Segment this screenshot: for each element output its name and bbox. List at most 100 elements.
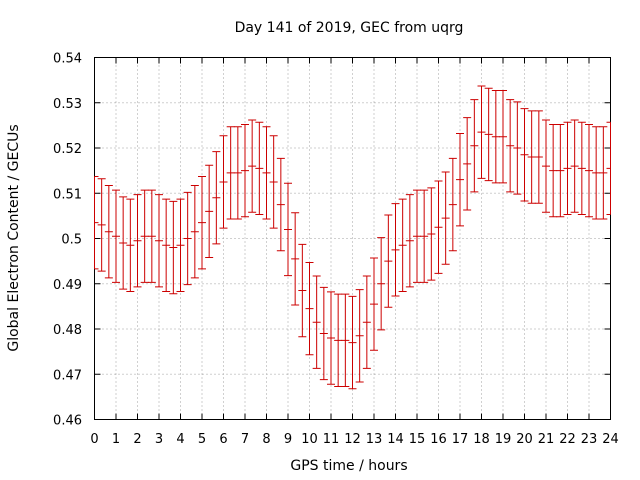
error-bar-mark — [398, 198, 407, 292]
y-tick-label: 0.53 — [53, 97, 82, 112]
error-bar-mark — [205, 164, 214, 259]
error-bar — [233, 126, 242, 220]
error-bar — [348, 295, 357, 390]
error-bar-mark — [97, 178, 106, 272]
y-tick-labels: 0.46 0.47 0.48 0.49 0.5 0.51 0.52 0.53 0.54 — [53, 52, 82, 429]
error-bar-mark — [606, 121, 611, 216]
error-bar-mark — [341, 293, 350, 387]
error-bar-mark — [276, 157, 285, 252]
error-bar-mark — [212, 151, 221, 245]
error-bar — [470, 99, 479, 193]
error-bar-mark — [427, 187, 436, 281]
error-bar — [405, 194, 414, 288]
error-bar-mark — [448, 157, 457, 252]
error-bar-mark — [140, 189, 149, 283]
x-tick-label: 9 — [284, 432, 292, 447]
error-bar-mark — [556, 123, 565, 218]
error-bar-mark — [298, 243, 307, 338]
error-bar-mark — [348, 295, 357, 390]
x-tick-label: 12 — [344, 432, 361, 447]
error-bar-mark — [456, 133, 464, 227]
error-bar — [133, 194, 142, 288]
error-bar — [456, 133, 464, 227]
error-bar — [413, 189, 421, 283]
error-bar — [255, 121, 264, 216]
error-bar — [212, 151, 221, 245]
y-axis-title: Global Electron Content / GECUs — [6, 124, 22, 351]
x-tick-label: 15 — [409, 432, 426, 447]
error-bar — [585, 123, 593, 218]
error-bar — [606, 121, 611, 216]
error-bar-mark — [384, 214, 393, 308]
x-tick-label: 23 — [581, 432, 598, 447]
x-tick-label: 0 — [90, 432, 98, 447]
x-tick-label: 8 — [262, 432, 270, 447]
error-bar — [441, 171, 450, 265]
error-bar-mark — [327, 291, 335, 385]
x-tick-label: 20 — [516, 432, 533, 447]
x-tick-label: 17 — [452, 432, 469, 447]
error-bar — [327, 291, 335, 385]
error-bar-mark — [441, 171, 450, 265]
error-bar-mark — [377, 237, 386, 331]
error-bar — [427, 187, 436, 281]
x-tick-label: 7 — [241, 432, 249, 447]
x-tick-labels: 0 1 2 3 4 5 6 7 8 9 10 11 12 13 14 15 16 17 18 19 20 21 22 23 24 — [90, 432, 618, 447]
error-bar — [97, 178, 106, 272]
error-bar-mark — [133, 194, 142, 288]
x-tick-label: 16 — [430, 432, 447, 447]
x-tick-label: 5 — [198, 432, 206, 447]
error-bar — [542, 119, 550, 213]
error-bar-mark — [470, 99, 479, 193]
error-bar-mark — [147, 189, 156, 283]
error-bar — [241, 123, 249, 218]
error-bar-mark — [291, 212, 300, 306]
error-bar-mark — [241, 123, 249, 218]
error-bar-mark — [491, 90, 500, 184]
error-bar-mark — [577, 121, 586, 216]
error-bar — [577, 121, 586, 216]
x-tick-label: 19 — [495, 432, 512, 447]
error-bar — [312, 275, 321, 369]
x-tick-label: 10 — [301, 432, 318, 447]
error-bar — [269, 135, 278, 229]
error-bar — [219, 135, 228, 229]
x-tick-label: 18 — [473, 432, 490, 447]
error-bar — [119, 196, 128, 290]
error-bar — [291, 212, 300, 306]
error-bar — [334, 293, 343, 387]
error-bar-mark — [312, 275, 321, 369]
error-bar — [420, 189, 429, 283]
error-bar — [599, 126, 608, 220]
error-bar-mark — [94, 176, 99, 270]
error-bar — [140, 189, 149, 283]
x-tick-label: 13 — [366, 432, 383, 447]
error-bar — [226, 126, 235, 220]
error-bar-mark — [391, 203, 400, 297]
y-tick-label: 0.5 — [61, 233, 82, 248]
error-bar-mark — [484, 87, 493, 182]
error-bar — [298, 243, 307, 338]
error-bar-mark — [405, 194, 414, 288]
error-bar — [377, 237, 386, 331]
error-bar-mark — [420, 189, 429, 283]
error-bar-mark — [513, 101, 522, 195]
error-bar — [477, 85, 486, 179]
y-tick-label: 0.49 — [53, 278, 82, 293]
error-bar — [520, 108, 529, 202]
x-tick-label: 6 — [219, 432, 227, 447]
error-bar-mark — [176, 198, 185, 292]
error-bar — [527, 110, 536, 204]
error-bar-mark — [119, 196, 128, 290]
error-bar-mark — [463, 117, 472, 211]
error-bar-mark — [255, 121, 264, 216]
error-bar — [463, 117, 472, 211]
error-bar — [190, 185, 199, 279]
error-bar-mark — [499, 90, 507, 184]
error-bar-mark — [570, 119, 579, 213]
error-bar-mark — [126, 198, 135, 292]
x-tick-label: 22 — [559, 432, 576, 447]
error-bar — [592, 126, 601, 220]
error-bar — [384, 214, 393, 308]
